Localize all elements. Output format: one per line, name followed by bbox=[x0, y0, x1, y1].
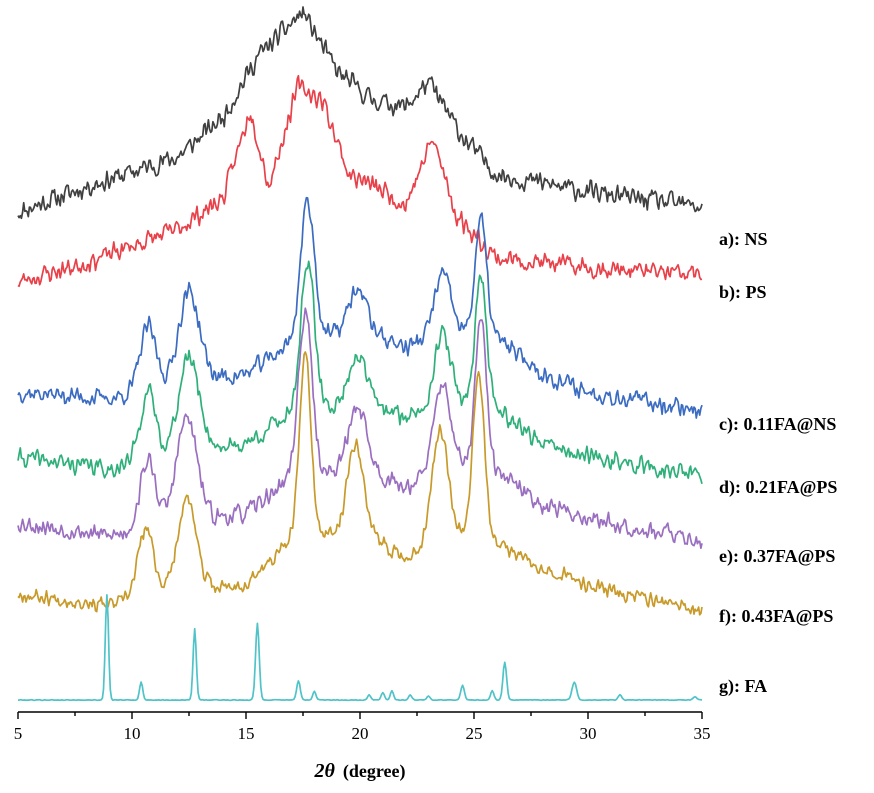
series-trace-7 bbox=[18, 594, 703, 702]
series-label-2: b): PS bbox=[719, 282, 767, 303]
series-label-5: e): 0.37FA@PS bbox=[719, 546, 835, 567]
x-axis-label: 2θ (degree) bbox=[313, 760, 405, 782]
series-label-6: f): 0.43FA@PS bbox=[719, 606, 833, 627]
x-tick-label: 30 bbox=[580, 724, 597, 743]
series-trace-3 bbox=[17, 196, 703, 419]
x-tick-label: 35 bbox=[694, 724, 711, 743]
x-tick-label: 15 bbox=[238, 724, 255, 743]
x-tick-label: 5 bbox=[14, 724, 23, 743]
series-trace-2 bbox=[17, 74, 703, 288]
x-axis-label-unit: (degree) bbox=[343, 761, 406, 782]
series-label-4: d): 0.21FA@PS bbox=[719, 477, 837, 498]
x-tick-label: 20 bbox=[352, 724, 369, 743]
trace-group bbox=[17, 6, 703, 702]
series-trace-6 bbox=[17, 351, 703, 616]
series-label-group: a): NS b): PS c): 0.11FA@NS d): 0.21FA@PS e)… bbox=[719, 229, 837, 697]
x-axis: 5 10 15 20 25 30 35 bbox=[14, 711, 711, 743]
series-trace-1 bbox=[17, 6, 703, 220]
x-tick-label: 10 bbox=[124, 724, 141, 743]
series-trace-4 bbox=[17, 260, 703, 485]
series-label-1: a): NS bbox=[719, 229, 768, 250]
x-tick-label: 25 bbox=[466, 724, 483, 743]
series-label-3: c): 0.11FA@NS bbox=[719, 414, 836, 435]
x-axis-label-symbol: 2θ bbox=[313, 760, 335, 782]
series-trace-5 bbox=[17, 307, 703, 550]
series-label-7: g): FA bbox=[719, 676, 767, 697]
